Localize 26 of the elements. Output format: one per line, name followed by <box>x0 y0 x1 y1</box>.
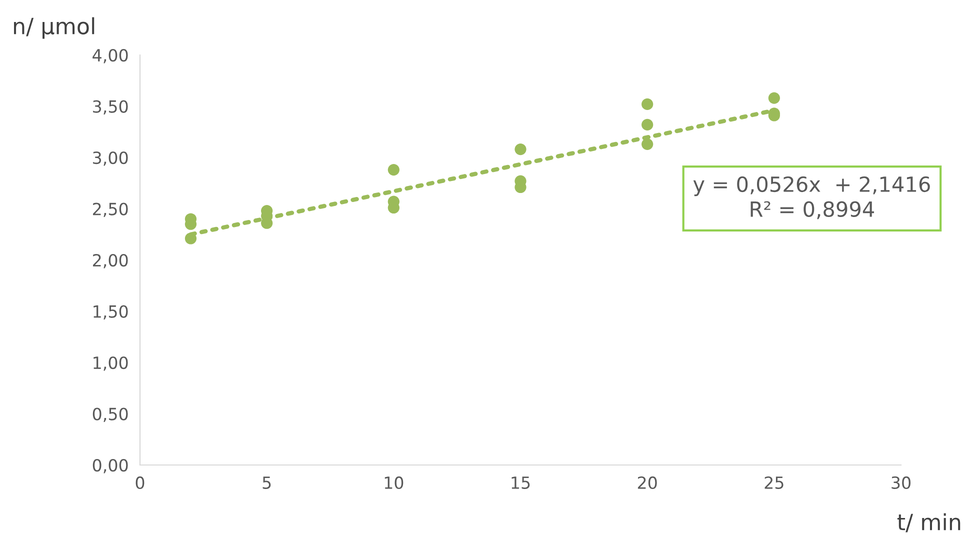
annotation: y = 0,0526x + 2,1416 R² = 0,8994 <box>693 176 930 220</box>
y-tick-label: 2,50 <box>93 202 128 218</box>
point <box>642 98 654 110</box>
y-tick-label: 3,00 <box>93 151 128 166</box>
x-tick-label: 15 <box>512 476 530 490</box>
x-tick-label: 30 <box>892 476 910 490</box>
y-tick-label: 2,00 <box>93 254 128 268</box>
x-axis-title: t/ min <box>897 513 960 532</box>
point <box>768 92 780 104</box>
x-tick-label: 0 <box>136 476 144 490</box>
point <box>642 138 654 150</box>
x-tick-label: 20 <box>638 476 657 490</box>
y-tick-label: 3,50 <box>93 100 128 115</box>
point <box>514 143 526 156</box>
point <box>642 118 654 131</box>
point <box>184 232 197 244</box>
y-tick-label: 1,00 <box>94 356 128 371</box>
y-tick-label: 4,00 <box>92 48 128 64</box>
y-tick-label: 0,00 <box>92 458 128 474</box>
y-tick-label: 1,50 <box>94 305 128 320</box>
x-tick-label: 25 <box>764 476 784 490</box>
y-tick-label: 0,50 <box>92 408 128 422</box>
x-tick-label: 5 <box>262 476 271 490</box>
x-tick-label: 10 <box>384 476 404 490</box>
point <box>388 164 400 176</box>
y-axis-title: n/ µmol <box>14 17 94 39</box>
